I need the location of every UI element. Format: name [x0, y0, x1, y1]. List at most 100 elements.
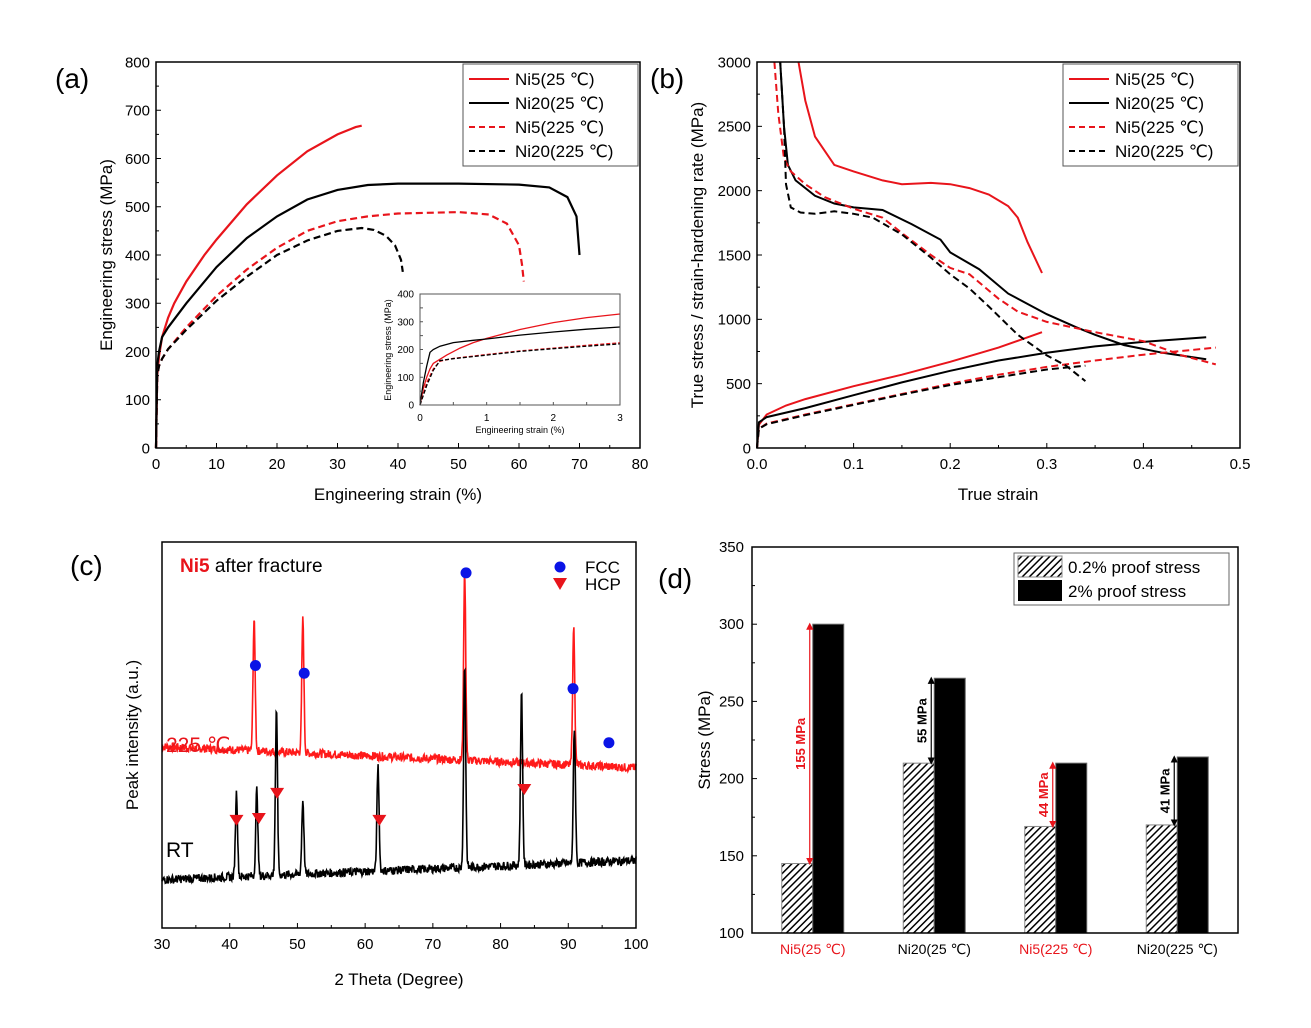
legend-label: 0.2% proof stress [1068, 558, 1200, 577]
x-tick-label: 90 [560, 936, 577, 953]
y-tick-label: 200 [397, 345, 414, 356]
y-tick-label: 700 [125, 103, 150, 120]
x-tick-label: 60 [511, 456, 528, 473]
y-tick-label: 200 [125, 344, 150, 361]
x-tick-label: 0.0 [747, 456, 768, 473]
xrd-title: Ni5 after fracture [180, 556, 323, 577]
difference-label: 44 MPa [1036, 772, 1051, 818]
y-tick-label: 400 [125, 247, 150, 264]
panel-label-b: (b) [650, 63, 684, 94]
panel-c-xrd: (c) 30 40 50 60 70 80 90 100 2 Theta (Degree) P… [70, 541, 649, 989]
legend-label: Ni20(25 ℃) [515, 94, 604, 113]
hcp-marker [229, 814, 244, 826]
legend-label: Ni5(25 ℃) [1115, 70, 1195, 89]
x-tick-label: 1 [484, 413, 490, 424]
y-tick-label: 2000 [718, 183, 751, 200]
x-tick-label: 3 [617, 413, 623, 424]
x-tick-label: 50 [289, 936, 306, 953]
x-tick-label: 2 [551, 413, 557, 424]
y-tick-label: 300 [125, 296, 150, 313]
y-tick-label: 100 [397, 373, 414, 384]
inset-x-axis-label: Engineering strain (%) [475, 425, 564, 435]
y-tick-label: 3000 [718, 54, 751, 71]
y-tick-label: 350 [719, 539, 744, 556]
series-line-hardening [797, 61, 1043, 274]
bar-2-proof-stress [812, 623, 845, 934]
y-tick-label: 0 [142, 440, 150, 457]
x-tick-label: 0 [417, 413, 423, 424]
x-tick-label: 40 [390, 456, 407, 473]
xrd-title-rest: after fracture [210, 556, 323, 577]
panel-b-hardening: (b) 0.0 0.1 0.2 0.3 0.4 0.5 0 500 1000 1500 2000 25… [650, 54, 1250, 504]
y-tick-label: 250 [719, 693, 744, 710]
bar-0.2-proof-stress [902, 762, 935, 934]
legend-label: 2% proof stress [1068, 582, 1186, 601]
fcc-marker [460, 567, 472, 579]
y-tick-label: 400 [397, 290, 414, 301]
bar-0.2-proof-stress [1145, 824, 1178, 934]
x-tick-label: 80 [492, 936, 509, 953]
legend-label: Ni20(225 ℃) [515, 142, 613, 161]
difference-label: 55 MPa [914, 698, 929, 744]
series-line-stress [756, 331, 1043, 449]
series-line [154, 182, 581, 449]
x-tick-label: 30 [154, 936, 171, 953]
inset-y-axis-label: Engineering stress (MPa) [383, 299, 393, 401]
inset-a: 0 1 2 3 0 100 200 300 400 Engineering strain (%)… [383, 290, 623, 436]
legend-label: HCP [585, 575, 621, 594]
x-tick-label: 70 [571, 456, 588, 473]
legend-label: Ni5(225 ℃) [515, 118, 604, 137]
y-tick-label: 1500 [718, 247, 751, 264]
x-tick-label: 0.2 [940, 456, 961, 473]
x-axis-label-a: Engineering strain (%) [314, 485, 482, 504]
series-line [154, 226, 404, 449]
x-tick-label: 70 [425, 936, 442, 953]
legend-swatch-hatched [1017, 555, 1063, 578]
category-label: Ni5(225 ℃) [1019, 941, 1092, 957]
fcc-marker [603, 737, 615, 749]
hcp-marker [270, 787, 285, 799]
y-axis-label-b: True stress / strain-hardening rate (MPa… [688, 102, 707, 408]
legend-fcc-marker [554, 561, 566, 573]
x-tick-label: 20 [269, 456, 286, 473]
y-tick-label: 100 [719, 925, 744, 942]
legend-label: FCC [585, 558, 620, 577]
hcp-marker [372, 814, 387, 826]
xrd-label-225c: 225 ℃ [166, 734, 230, 757]
x-tick-label: 0.1 [843, 456, 864, 473]
x-tick-label: 40 [221, 936, 238, 953]
y-axis-label-a: Engineering stress (MPa) [97, 159, 116, 351]
difference-label: 155 MPa [793, 717, 808, 770]
x-axis-label-b: True strain [958, 485, 1039, 504]
hcp-marker [517, 784, 532, 796]
y-tick-label: 0 [408, 401, 414, 412]
x-tick-label: 100 [623, 936, 648, 953]
y-tick-label: 0 [743, 440, 751, 457]
x-tick-label: 0 [152, 456, 160, 473]
x-tick-label: 10 [208, 456, 225, 473]
fcc-marker [567, 683, 579, 695]
fcc-marker [249, 660, 261, 672]
difference-label: 41 MPa [1157, 768, 1172, 814]
panel-label-c: (c) [70, 550, 103, 581]
y-tick-label: 2500 [718, 119, 751, 136]
legend-hcp-marker [553, 578, 567, 590]
legend-d: 0.2% proof stress 2% proof stress [1013, 552, 1230, 606]
inset-series-line [419, 343, 621, 406]
y-tick-label: 150 [719, 848, 744, 865]
x-tick-label: 50 [450, 456, 467, 473]
xrd-pattern [161, 576, 637, 774]
y-tick-label: 300 [719, 616, 744, 633]
x-tick-label: 60 [357, 936, 374, 953]
x-tick-label: 30 [329, 456, 346, 473]
category-label: Ni20(25 ℃) [898, 941, 971, 957]
x-tick-label: 0.3 [1036, 456, 1057, 473]
x-tick-label: 80 [632, 456, 649, 473]
category-label: Ni20(225 ℃) [1137, 941, 1218, 957]
xrd-title-sample: Ni5 [180, 556, 210, 577]
inset-background [420, 294, 620, 405]
x-axis-label-c: 2 Theta (Degree) [334, 970, 463, 989]
y-axis-label-d: Stress (MPa) [695, 690, 714, 789]
inset-series-line [419, 326, 621, 406]
